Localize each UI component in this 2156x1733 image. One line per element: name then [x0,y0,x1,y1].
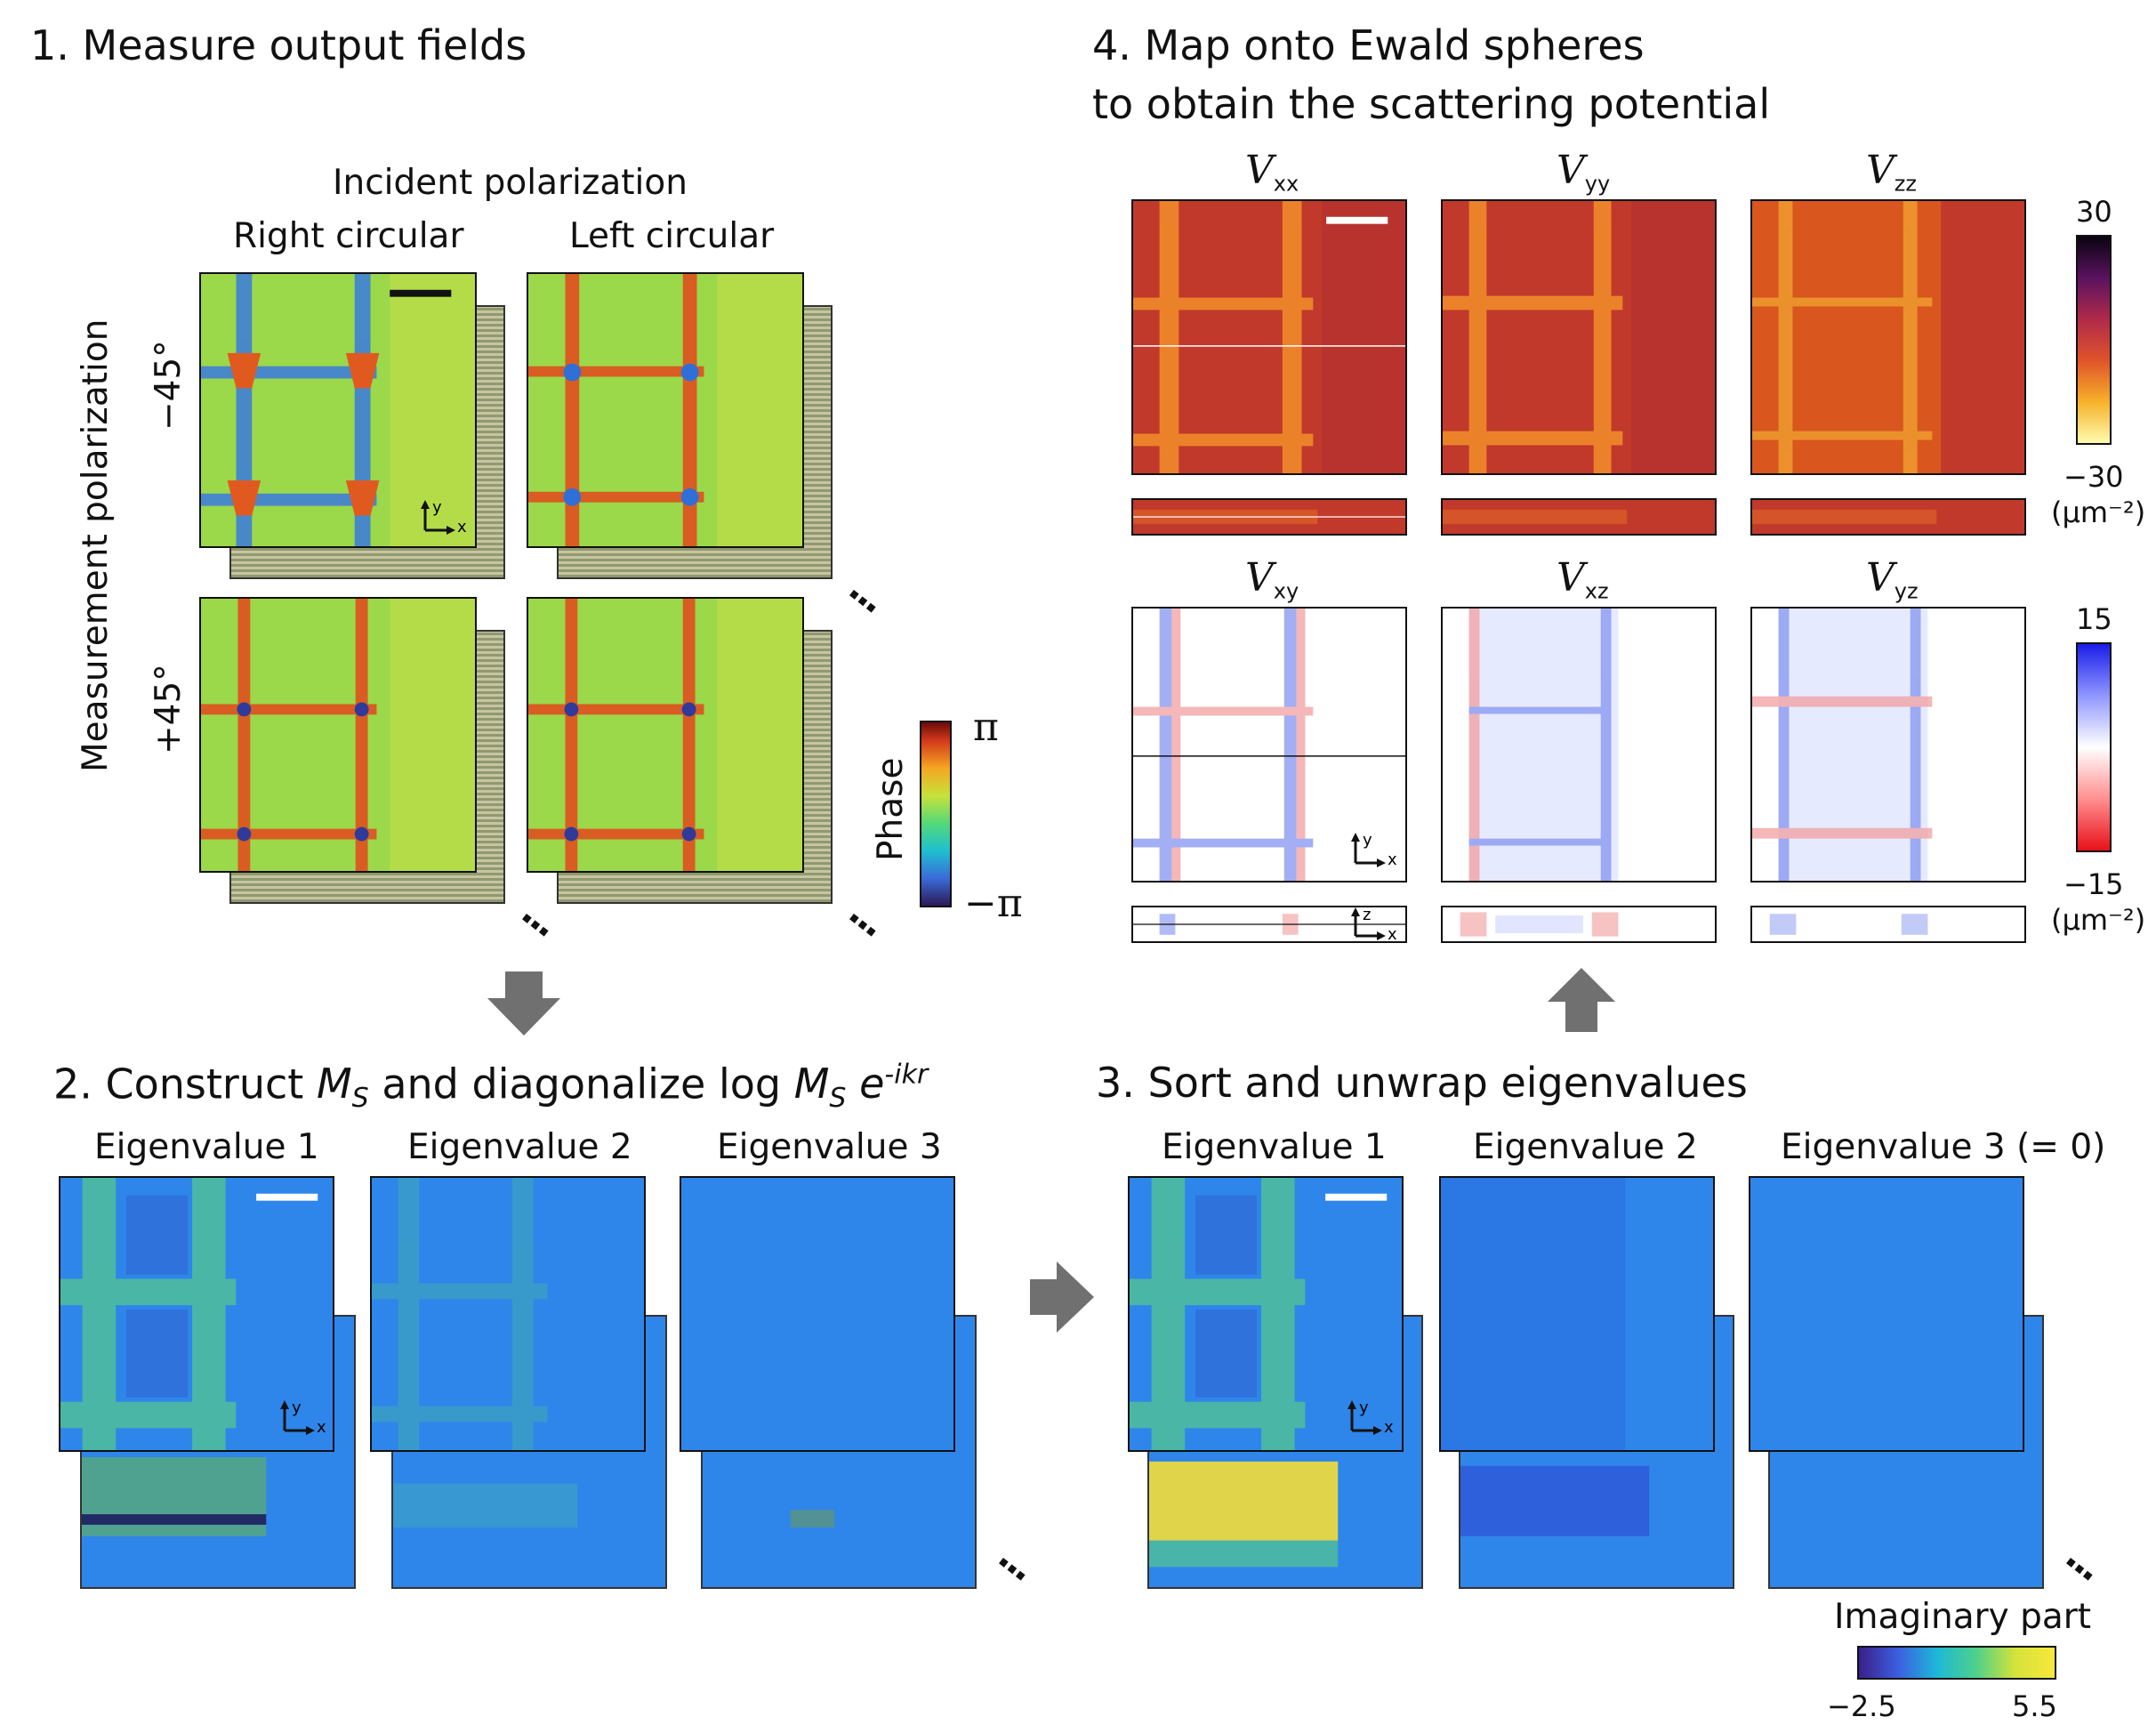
vyz-xz-strip [1750,906,2026,943]
diag-colorbar [2076,235,2112,445]
phase-max-label: π [973,705,999,750]
ellipsis-icon: ··· [835,573,888,627]
label-vxz: Vxz [1557,555,1609,604]
ellipsis-icon: ··· [835,897,888,951]
vxx-xz-strip [1131,498,1407,536]
phase-panel-lc-m45 [527,272,804,548]
svg-text:z: z [1363,906,1371,924]
ellipsis-icon: ··· [985,1541,1037,1595]
step2-eig1-label: Eigenvalue 1 [94,1127,319,1167]
svg-text:y: y [292,1398,302,1417]
ellipsis-icon: ··· [508,897,560,951]
step3-eigenvalue3-panel [1749,1176,2024,1452]
vyy-xz-strip [1441,498,1717,536]
step4-title-line2: to obtain the scattering potential [1092,80,1771,128]
step3-eig1-label: Eigenvalue 1 [1162,1127,1387,1167]
label-vxy: Vxy [1245,555,1299,604]
axis-icon: y x [421,498,467,536]
step4-title-line1: 4. Map onto Ewald spheres [1092,21,1645,69]
diag-max-label: 30 [2076,195,2112,229]
svg-text:y: y [432,498,442,517]
vxy-panel [1131,607,1407,883]
svg-text:y: y [1359,1398,1369,1417]
ellipsis-icon: ··· [2052,1541,2104,1595]
vyz-panel [1750,607,2026,883]
step2-eig2-label: Eigenvalue 2 [407,1127,632,1167]
step2-eigenvalue2-panel [370,1176,646,1452]
svg-text:x: x [317,1418,326,1437]
label-vzz: Vzz [1866,148,1917,197]
axis-icon: y x [1348,1398,1394,1437]
imag-min-label: −2.5 [1827,1689,1896,1723]
svg-text:y: y [1363,831,1372,850]
phase-panel-rc-p45 [199,597,477,873]
step2-eig3-label: Eigenvalue 3 [717,1127,942,1167]
vxz-xz-strip [1441,906,1717,943]
measurement-polarization-label: Measurement polarization [76,318,116,772]
svg-text:x: x [1388,925,1397,943]
off-max-label: 15 [2076,602,2112,636]
phase-label: Phase [871,757,911,861]
label-vyy: Vyy [1557,148,1611,197]
imag-max-label: 5.5 [2012,1689,2057,1723]
col-right-circular: Right circular [233,216,464,256]
step2-eigenvalue1-panel [59,1176,334,1452]
right-arrow-icon [1030,1261,1094,1333]
vxx-panel [1131,199,1407,475]
imaginary-part-label: Imaginary part [1834,1597,2092,1637]
down-arrow-icon [487,971,560,1036]
axis-icon: z x [1351,906,1397,943]
phase-colorbar [920,721,952,907]
step1-title: 1. Measure output fields [30,21,527,69]
phase-panel-rc-m45 [199,272,477,548]
phase-panel-lc-p45 [527,597,804,873]
svg-text:x: x [457,518,467,536]
incident-polarization-label: Incident polarization [333,163,688,203]
svg-text:x: x [1388,850,1397,869]
off-min-label: −15 [2063,867,2124,901]
row-plus45: +45° [149,664,189,754]
step3-title: 3. Sort and unwrap eigenvalues [1096,1059,1748,1107]
vyy-panel [1441,199,1717,475]
off-unit-label: (μm⁻²) [2051,903,2146,937]
axis-icon: y x [280,1398,326,1437]
vxz-panel [1441,607,1717,883]
axis-icon: y x [1351,831,1397,869]
step3-eigenvalue1-panel [1128,1176,1404,1452]
diag-unit-label: (μm⁻²) [2051,496,2146,529]
up-arrow-icon [1548,968,1615,1032]
imaginary-colorbar [1857,1646,2056,1680]
row-minus45: −45° [149,340,189,431]
step3-eig2-label: Eigenvalue 2 [1473,1127,1698,1167]
step3-eigenvalue2-panel [1439,1176,1715,1452]
vzz-panel [1750,199,2026,475]
diag-min-label: −30 [2063,460,2124,494]
label-vxx: Vxx [1245,148,1299,197]
vzz-xz-strip [1750,498,2026,536]
scale-bar [390,289,452,297]
step2-title: 2. Construct MS and diagonalize log MS e… [53,1060,929,1115]
step2-eigenvalue3-panel [680,1176,955,1452]
step3-eig3-label: Eigenvalue 3 (= 0) [1781,1127,2106,1167]
svg-text:x: x [1384,1418,1394,1437]
ms-symbol: MS [316,1060,369,1115]
off-colorbar [2076,642,2112,852]
col-left-circular: Left circular [569,216,775,256]
phase-min-label: −π [964,881,1023,926]
label-vyz: Vyz [1866,555,1919,604]
